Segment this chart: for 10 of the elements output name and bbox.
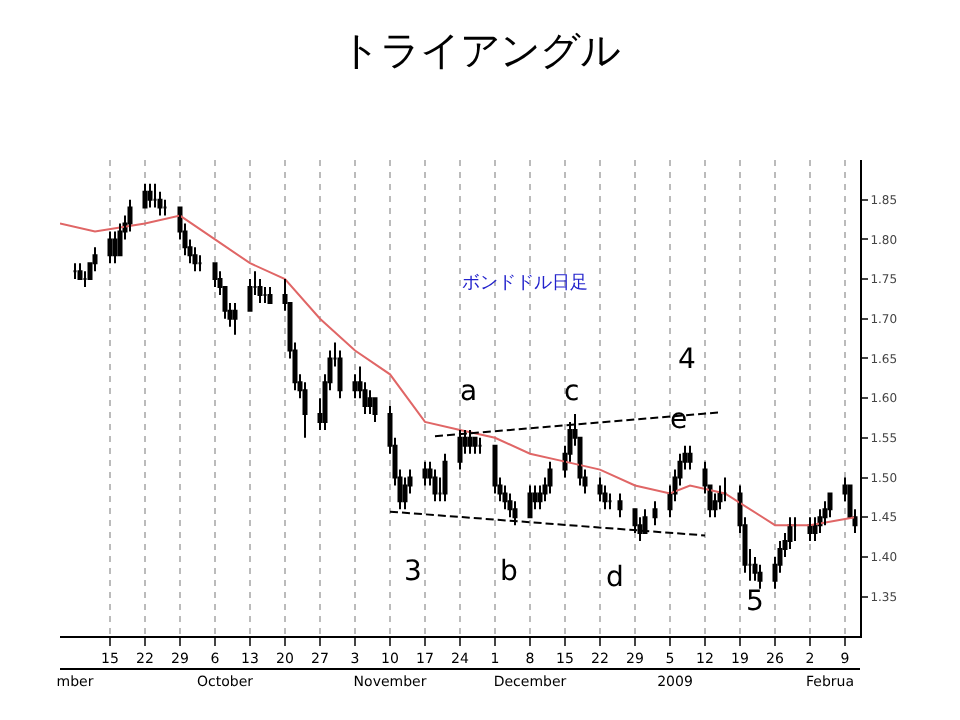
annotation: a xyxy=(460,376,478,408)
annotation: b xyxy=(500,556,518,588)
annotation: 4 xyxy=(678,344,696,376)
annotation: e xyxy=(670,404,688,436)
annotation: 5 xyxy=(746,586,764,618)
annotation: 3 xyxy=(404,556,422,588)
annotation: c xyxy=(564,376,580,408)
annotation: d xyxy=(606,562,624,594)
chart-title: トライアングル xyxy=(340,26,620,75)
annotation: ボンドドル日足 xyxy=(462,272,588,294)
